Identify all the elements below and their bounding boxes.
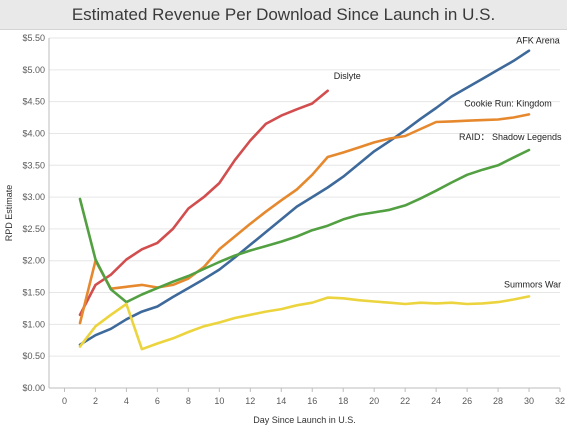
y-tick-label: $1.50 (22, 288, 45, 298)
series-line-raid-shadow-legends (78, 148, 531, 304)
y-tick-label: $4.00 (22, 128, 45, 138)
series-label: RAID： Shadow Legends (459, 132, 562, 142)
x-tick-label: 32 (555, 396, 565, 406)
y-axis-title: RPD Estimate (4, 185, 14, 242)
series-line-dislyte (78, 89, 330, 317)
x-tick-label: 12 (245, 396, 255, 406)
y-tick-label: $3.00 (22, 192, 45, 202)
series-line-cookie-run-kingdom (78, 113, 531, 325)
y-tick-label: $0.50 (22, 351, 45, 361)
y-tick-label: $0.00 (22, 383, 45, 393)
series-label: Summors War (504, 279, 561, 289)
x-tick-label: 18 (338, 396, 348, 406)
x-tick-label: 6 (155, 396, 160, 406)
x-tick-label: 14 (276, 396, 286, 406)
y-tick-label: $1.00 (22, 319, 45, 329)
x-tick-label: 4 (124, 396, 129, 406)
y-tick-label: $2.50 (22, 224, 45, 234)
x-tick-label: 26 (462, 396, 472, 406)
chart-title-bar: Estimated Revenue Per Download Since Lau… (0, 0, 567, 30)
series-lines (78, 49, 531, 351)
x-tick-label: 22 (400, 396, 410, 406)
x-tick-label: 2 (93, 396, 98, 406)
x-tick-label: 8 (186, 396, 191, 406)
x-tick-label: 24 (431, 396, 441, 406)
x-tick-label: 20 (369, 396, 379, 406)
series-line-summors-war (78, 295, 531, 351)
chart-title: Estimated Revenue Per Download Since Lau… (71, 4, 496, 24)
series-label: Cookie Run: Kingdom (464, 98, 552, 108)
y-tick-label: $4.50 (22, 97, 45, 107)
y-tick-label: $3.50 (22, 160, 45, 170)
x-tick-label: 10 (214, 396, 224, 406)
x-axis-title: Day Since Launch in U.S. (253, 415, 356, 425)
series-labels: AFK Arena Dislyte Cookie Run: Kingdom RAID：… (334, 36, 562, 290)
x-tick-label: 0 (62, 396, 67, 406)
axes: $0.00 $0.50 $1.00 $1.50 $2.00 $2.50 $3.00 $3.50… (22, 33, 565, 406)
series-line-afk-arena (78, 49, 531, 347)
y-tick-label: $2.00 (22, 256, 45, 266)
y-tick-label: $5.00 (22, 65, 45, 75)
y-tick-label: $5.50 (22, 33, 45, 43)
series-label: Dislyte (334, 71, 361, 81)
x-tick-label: 16 (307, 396, 317, 406)
x-tick-label: 28 (493, 396, 503, 406)
grid-lines (49, 37, 560, 389)
x-tick-label: 30 (524, 396, 534, 406)
series-label: AFK Arena (516, 36, 560, 46)
